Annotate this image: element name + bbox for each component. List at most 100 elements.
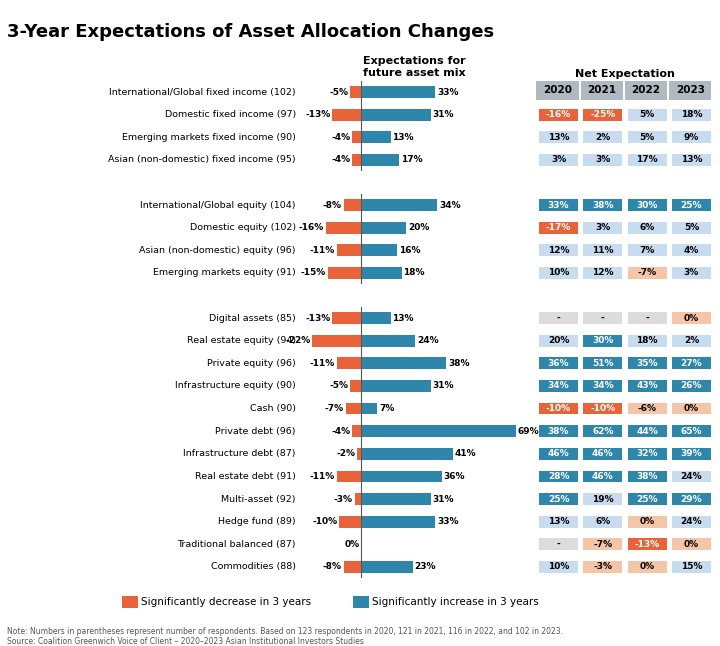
Text: 46%: 46% xyxy=(548,450,570,458)
Text: 36%: 36% xyxy=(548,359,570,368)
Text: Commodities (88): Commodities (88) xyxy=(211,563,296,571)
Text: -5%: -5% xyxy=(330,88,348,96)
Bar xyxy=(536,284,714,307)
Text: Significantly increase in 3 years: Significantly increase in 3 years xyxy=(372,597,539,607)
Bar xyxy=(361,335,415,347)
FancyBboxPatch shape xyxy=(583,312,622,324)
Text: -16%: -16% xyxy=(546,110,571,119)
FancyBboxPatch shape xyxy=(628,380,667,392)
Bar xyxy=(361,561,413,573)
Bar xyxy=(333,312,361,324)
Text: -16%: -16% xyxy=(299,224,324,232)
Text: Hedge fund (89): Hedge fund (89) xyxy=(218,517,296,526)
Text: 27%: 27% xyxy=(592,88,613,96)
Text: 2022: 2022 xyxy=(631,85,660,96)
FancyBboxPatch shape xyxy=(628,131,667,143)
Text: 41%: 41% xyxy=(455,450,477,458)
Text: 4%: 4% xyxy=(684,246,699,255)
Text: 5%: 5% xyxy=(639,133,654,141)
FancyBboxPatch shape xyxy=(628,109,667,121)
Text: -3%: -3% xyxy=(334,495,353,503)
FancyBboxPatch shape xyxy=(672,425,711,437)
Text: Domestic fixed income (97): Domestic fixed income (97) xyxy=(165,110,296,119)
FancyBboxPatch shape xyxy=(672,402,711,415)
Text: 25%: 25% xyxy=(548,495,570,503)
Text: Asian (non-domestic) equity (96): Asian (non-domestic) equity (96) xyxy=(140,246,296,255)
Bar xyxy=(361,425,516,437)
FancyBboxPatch shape xyxy=(672,267,711,279)
Bar xyxy=(361,109,431,121)
Bar xyxy=(325,222,361,234)
Text: 0%: 0% xyxy=(684,404,699,413)
FancyBboxPatch shape xyxy=(672,470,711,483)
Text: 13%: 13% xyxy=(680,156,702,164)
Text: 13%: 13% xyxy=(392,314,414,322)
Text: 44%: 44% xyxy=(636,427,658,435)
Text: 9%: 9% xyxy=(684,133,699,141)
Text: -11%: -11% xyxy=(310,246,335,255)
Text: -: - xyxy=(645,314,649,322)
Text: 17%: 17% xyxy=(401,156,423,164)
FancyBboxPatch shape xyxy=(583,470,622,483)
Text: -11%: -11% xyxy=(310,472,335,481)
FancyBboxPatch shape xyxy=(583,222,622,234)
FancyBboxPatch shape xyxy=(628,267,667,279)
Text: -5%: -5% xyxy=(330,382,348,390)
Text: -2%: -2% xyxy=(336,450,355,458)
Text: 2023: 2023 xyxy=(676,85,705,96)
Text: 33%: 33% xyxy=(437,88,459,96)
Bar xyxy=(361,199,438,211)
Text: -7%: -7% xyxy=(593,540,613,548)
Text: Real estate debt (91): Real estate debt (91) xyxy=(195,472,296,481)
Text: 24%: 24% xyxy=(417,337,438,345)
Bar xyxy=(361,402,377,415)
Bar xyxy=(361,357,446,370)
Text: 32%: 32% xyxy=(636,450,658,458)
Bar xyxy=(333,109,361,121)
Text: Note: Numbers in parentheses represent number of respondents. Based on 123 respo: Note: Numbers in parentheses represent n… xyxy=(7,627,563,646)
Text: -7%: -7% xyxy=(325,404,344,413)
Text: 25%: 25% xyxy=(636,495,658,503)
Bar xyxy=(361,448,453,460)
Text: 25%: 25% xyxy=(680,201,702,209)
Bar xyxy=(361,493,431,505)
FancyBboxPatch shape xyxy=(583,267,622,279)
Text: 7%: 7% xyxy=(639,246,654,255)
Text: 31%: 31% xyxy=(433,110,454,119)
Text: 38%: 38% xyxy=(636,472,658,481)
FancyBboxPatch shape xyxy=(672,109,711,121)
Text: -10%: -10% xyxy=(590,404,616,413)
Bar xyxy=(536,171,714,194)
FancyBboxPatch shape xyxy=(628,199,667,211)
Bar xyxy=(361,131,390,143)
Text: 15%: 15% xyxy=(680,563,702,571)
Bar xyxy=(361,244,397,256)
FancyBboxPatch shape xyxy=(628,448,667,460)
Text: 17%: 17% xyxy=(636,156,658,164)
FancyBboxPatch shape xyxy=(583,86,622,98)
FancyBboxPatch shape xyxy=(628,154,667,166)
FancyBboxPatch shape xyxy=(539,425,578,437)
Text: -10%: -10% xyxy=(312,517,337,526)
FancyBboxPatch shape xyxy=(672,538,711,550)
Text: -6%: -6% xyxy=(638,404,657,413)
Text: 51%: 51% xyxy=(592,359,613,368)
Text: 12%: 12% xyxy=(592,269,613,277)
FancyBboxPatch shape xyxy=(539,312,578,324)
Bar xyxy=(343,199,361,211)
Text: 20%: 20% xyxy=(408,224,429,232)
Text: 46%: 46% xyxy=(592,450,613,458)
Text: 3%: 3% xyxy=(684,269,699,277)
Text: -13%: -13% xyxy=(305,110,330,119)
Text: 33%: 33% xyxy=(548,201,570,209)
Bar xyxy=(353,154,361,166)
Text: 0%: 0% xyxy=(684,540,699,548)
FancyBboxPatch shape xyxy=(583,425,622,437)
FancyBboxPatch shape xyxy=(628,357,667,370)
FancyBboxPatch shape xyxy=(672,154,711,166)
Text: Private equity (96): Private equity (96) xyxy=(207,359,296,368)
FancyBboxPatch shape xyxy=(628,86,667,98)
Bar xyxy=(361,222,406,234)
FancyBboxPatch shape xyxy=(539,493,578,505)
FancyBboxPatch shape xyxy=(583,402,622,415)
